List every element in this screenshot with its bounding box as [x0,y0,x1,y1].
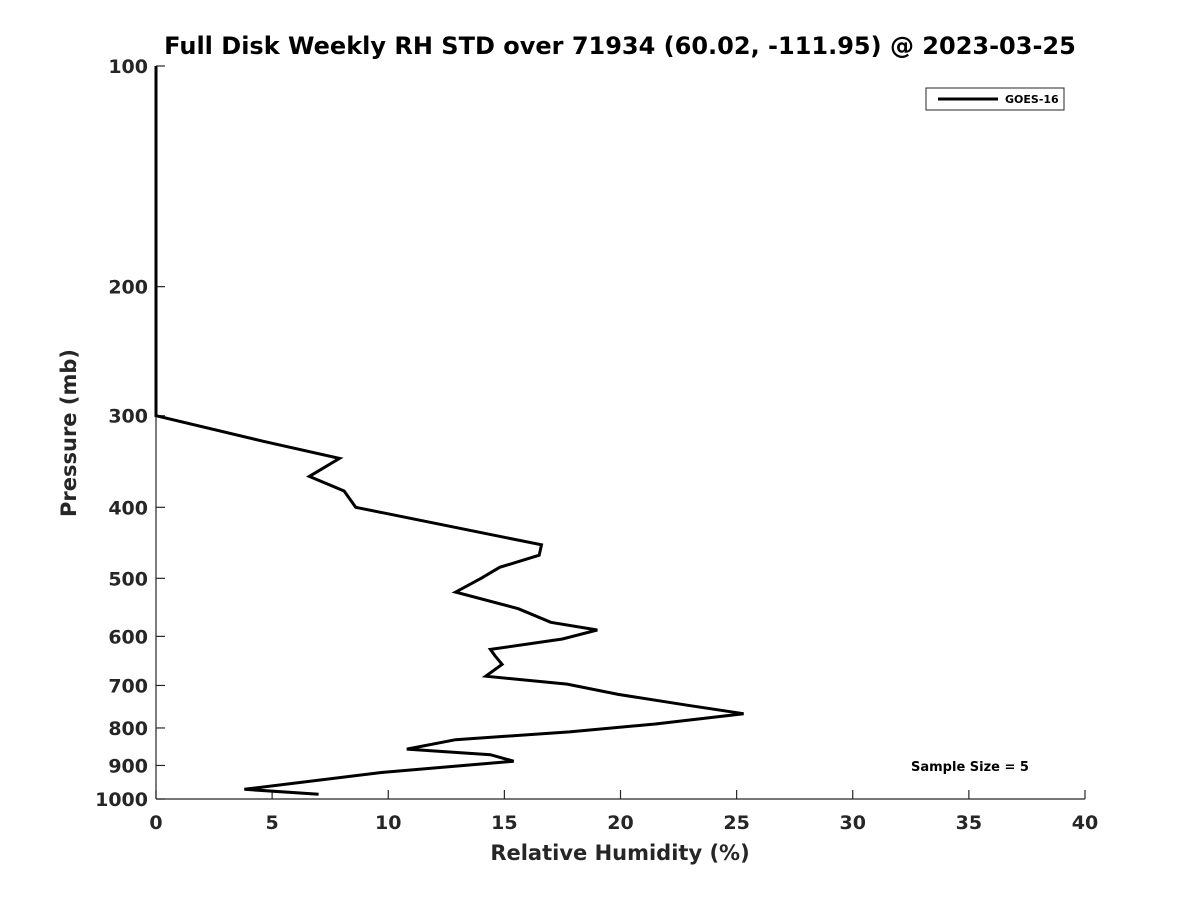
y-tick-label: 300 [108,406,148,428]
y-ticks: 100 200 300 400 500 600 700 800 900 1000 [95,56,165,811]
x-tick-label: 20 [607,812,633,834]
x-tick-label: 40 [1072,812,1098,834]
y-tick-label: 500 [108,568,148,590]
y-tick-label: 900 [108,755,148,777]
y-tick-label: 600 [108,626,148,648]
legend: GOES-16 [925,87,1065,111]
x-tick-label: 5 [266,812,279,834]
y-tick-label: 700 [108,675,148,697]
x-tick-label: 10 [375,812,401,834]
x-tick-label: 30 [840,812,866,834]
y-tick-label: 1000 [95,789,148,811]
x-tick-label: 25 [723,812,749,834]
y-tick-label: 400 [108,497,148,519]
x-tick-label: 35 [956,812,982,834]
y-axis-label: Pressure (mb) [57,349,81,517]
x-axis-label: Relative Humidity (%) [490,841,749,865]
series-group [154,66,744,796]
y-tick-label: 100 [108,56,148,78]
x-tick-label: 0 [149,812,162,834]
legend-label: GOES-16 [1005,93,1059,106]
x-tick-label: 15 [491,812,517,834]
chart-title: Full Disk Weekly RH STD over 71934 (60.0… [164,32,1076,60]
axes [155,66,1085,800]
y-tick-label: 200 [108,277,148,299]
sample-size-annotation: Sample Size = 5 [911,760,1029,775]
x-ticks: 0 5 10 15 20 25 30 35 40 [149,790,1098,834]
series-line-0 [154,66,744,796]
y-tick-label: 800 [108,718,148,740]
